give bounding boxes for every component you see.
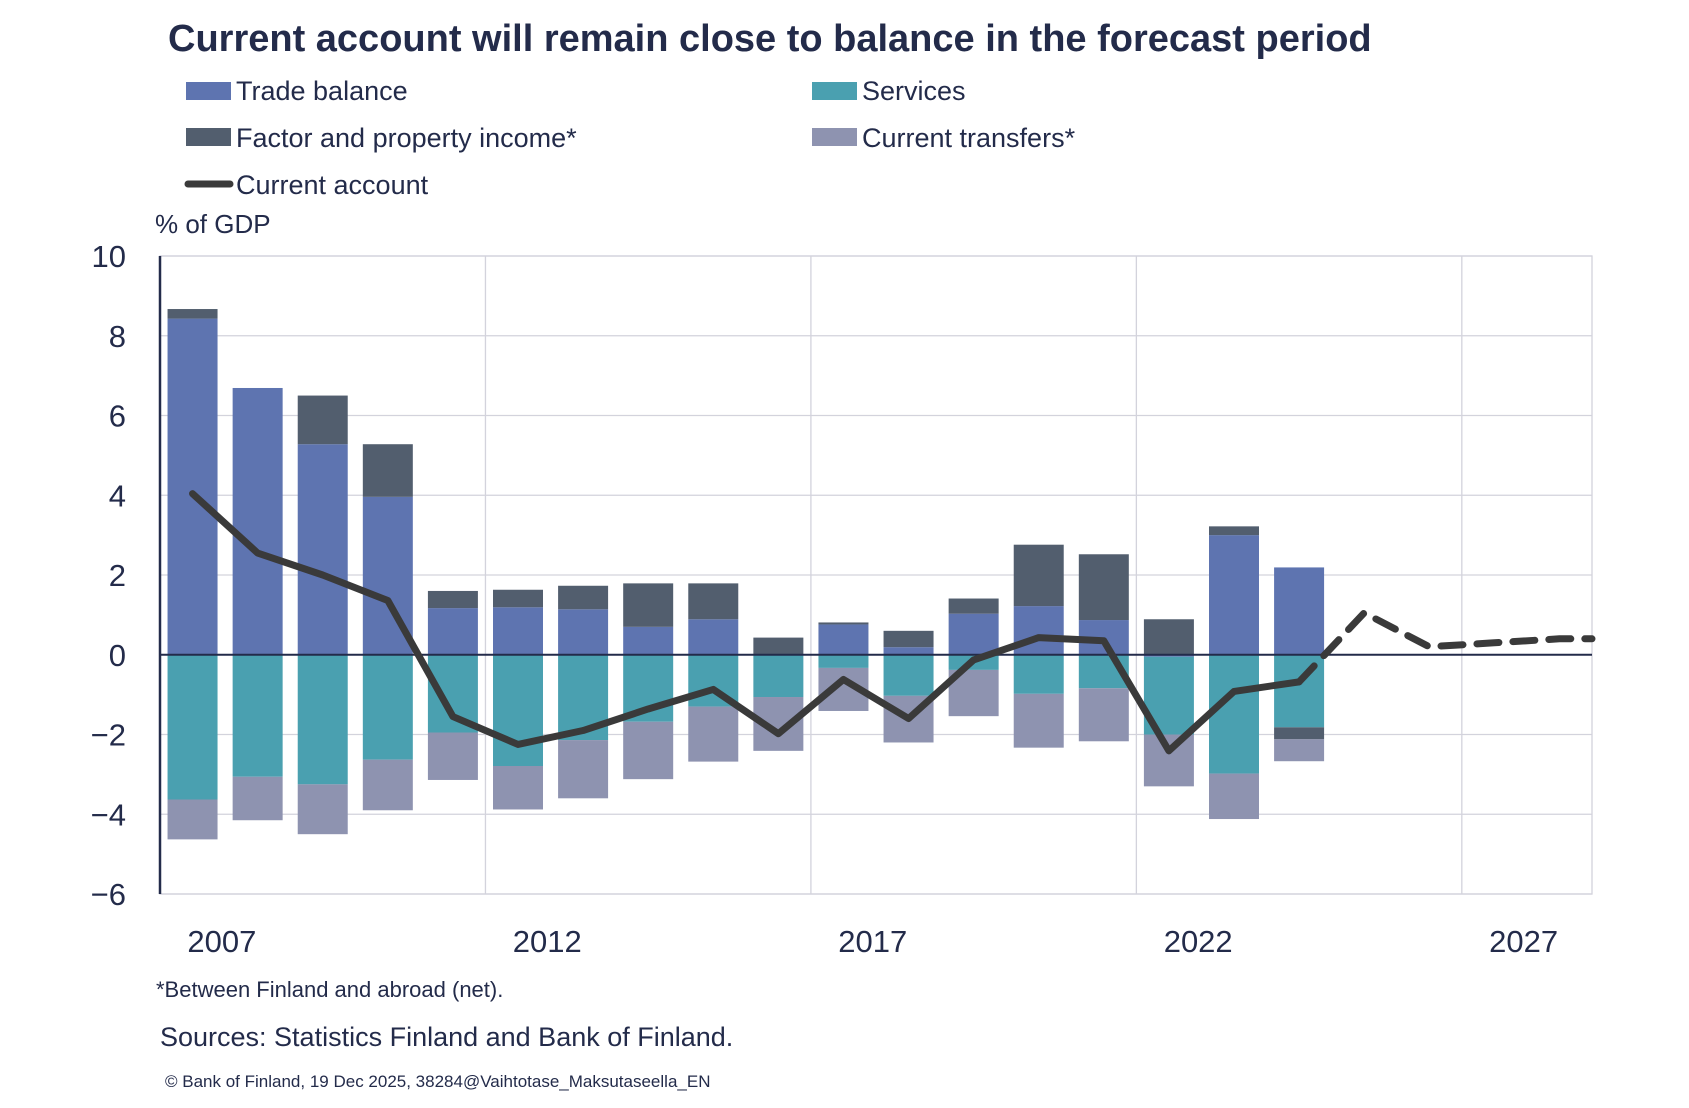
bar-factor-and-property-income-2013 xyxy=(558,586,608,610)
x-tick-label: 2022 xyxy=(1164,924,1233,959)
bar-current-transfers-2021 xyxy=(1079,688,1129,741)
bar-services-2009 xyxy=(298,655,348,785)
bar-trade-balance-2012 xyxy=(493,607,543,654)
bar-factor-and-property-income-2023 xyxy=(1209,526,1259,535)
bar-services-2007 xyxy=(168,655,218,800)
legend-swatch-services xyxy=(812,82,857,100)
legend-label: Current account xyxy=(236,170,429,200)
y-tick-label: −4 xyxy=(91,797,126,832)
y-tick-label: −2 xyxy=(91,718,126,753)
bar-current-transfers-2008 xyxy=(233,777,283,820)
bar-trade-balance-2011 xyxy=(428,608,478,655)
legend-label: Factor and property income* xyxy=(236,123,577,153)
legend-item-current-transfers: Current transfers* xyxy=(812,123,1076,153)
bar-trade-balance-2009 xyxy=(298,444,348,655)
bar-trade-balance-2018 xyxy=(884,647,934,655)
x-tick-label: 2012 xyxy=(513,924,582,959)
y-tick-label: 10 xyxy=(92,239,126,274)
y-axis-label: % of GDP xyxy=(155,209,271,239)
bar-current-transfers-2020 xyxy=(1014,694,1064,748)
bar-current-transfers-2024 xyxy=(1274,739,1324,761)
bar-trade-balance-2014 xyxy=(623,627,673,655)
y-tick-label: 2 xyxy=(109,558,126,593)
y-tick-label: 8 xyxy=(109,319,126,354)
bar-current-transfers-2013 xyxy=(558,740,608,798)
chart-title: Current account will remain close to bal… xyxy=(168,18,1372,60)
legend-label: Services xyxy=(862,76,966,106)
bar-trade-balance-2019 xyxy=(949,614,999,655)
bar-current-transfers-2015 xyxy=(688,707,738,762)
bar-current-transfers-2012 xyxy=(493,766,543,809)
legend-label: Trade balance xyxy=(236,76,408,106)
bar-current-transfers-2009 xyxy=(298,784,348,834)
bar-current-transfers-2007 xyxy=(168,799,218,839)
legend: Trade balance Services Factor and proper… xyxy=(186,76,1076,200)
bar-factor-and-property-income-2010 xyxy=(363,444,413,497)
bar-trade-balance-2020 xyxy=(1014,606,1064,655)
bar-services-2017 xyxy=(818,655,868,668)
bar-services-2012 xyxy=(493,655,543,766)
bar-current-transfers-2022 xyxy=(1144,735,1194,787)
bar-trade-balance-2007 xyxy=(168,319,218,655)
current-account-actual-line xyxy=(193,494,1300,751)
y-tick-label: −6 xyxy=(91,877,126,912)
bar-trade-balance-2013 xyxy=(558,609,608,654)
bar-services-2020 xyxy=(1014,655,1064,694)
bar-factor-and-property-income-2021 xyxy=(1079,554,1129,620)
bars xyxy=(168,309,1325,839)
legend-item-services: Services xyxy=(812,76,966,106)
bar-current-transfers-2023 xyxy=(1209,774,1259,819)
bar-factor-and-property-income-2019 xyxy=(949,599,999,614)
bar-factor-and-property-income-2014 xyxy=(623,583,673,626)
legend-swatch-current-transfers xyxy=(812,128,857,146)
bar-trade-balance-2024 xyxy=(1274,567,1324,654)
y-tick-label: 6 xyxy=(109,399,126,434)
bar-trade-balance-2023 xyxy=(1209,535,1259,655)
bar-current-transfers-2010 xyxy=(363,760,413,811)
bar-factor-and-property-income-2007 xyxy=(168,309,218,319)
bar-factor-and-property-income-2022 xyxy=(1144,619,1194,654)
x-tick-labels: 2007 2012 2017 2022 2027 xyxy=(187,924,1558,959)
bar-services-2023 xyxy=(1209,655,1259,774)
bar-factor-and-property-income-2017 xyxy=(818,622,868,624)
y-tick-labels: 10 8 6 4 2 0 −2 −4 −6 xyxy=(91,239,126,912)
bar-current-transfers-2011 xyxy=(428,733,478,780)
legend-item-trade-balance: Trade balance xyxy=(186,76,408,106)
x-tick-label: 2007 xyxy=(187,924,256,959)
bar-trade-balance-2008 xyxy=(233,388,283,655)
bar-services-2018 xyxy=(884,655,934,696)
bar-trade-balance-2017 xyxy=(818,624,868,654)
bar-factor-and-property-income-2012 xyxy=(493,590,543,608)
x-tick-label: 2017 xyxy=(838,924,907,959)
bar-factor-and-property-income-2018 xyxy=(884,631,934,647)
x-tick-label: 2027 xyxy=(1489,924,1558,959)
sources: Sources: Statistics Finland and Bank of … xyxy=(160,1022,733,1052)
y-tick-label: 4 xyxy=(109,478,126,513)
legend-item-factor-income: Factor and property income* xyxy=(186,123,577,153)
bar-factor-and-property-income-2020 xyxy=(1014,545,1064,606)
bar-services-2016 xyxy=(753,655,803,697)
bar-factor-and-property-income-2011 xyxy=(428,591,478,608)
legend-swatch-factor-income xyxy=(186,128,231,146)
bar-services-2008 xyxy=(233,655,283,777)
copyright: © Bank of Finland, 19 Dec 2025, 38284@Va… xyxy=(165,1072,710,1091)
bar-factor-and-property-income-2016 xyxy=(753,638,803,655)
y-tick-label: 0 xyxy=(109,638,126,673)
bar-current-transfers-2014 xyxy=(623,722,673,779)
bar-factor-and-property-income-2015 xyxy=(688,583,738,619)
bar-factor-and-property-income-2009 xyxy=(298,396,348,445)
bar-factor-and-property-income-2024 xyxy=(1274,727,1324,739)
current-account-forecast-line xyxy=(1299,613,1592,682)
footnote: *Between Finland and abroad (net). xyxy=(156,977,503,1002)
legend-item-current-account: Current account xyxy=(188,170,429,200)
legend-label: Current transfers* xyxy=(862,123,1076,153)
legend-swatch-trade-balance xyxy=(186,82,231,100)
bar-trade-balance-2015 xyxy=(688,619,738,654)
bar-services-2010 xyxy=(363,655,413,760)
